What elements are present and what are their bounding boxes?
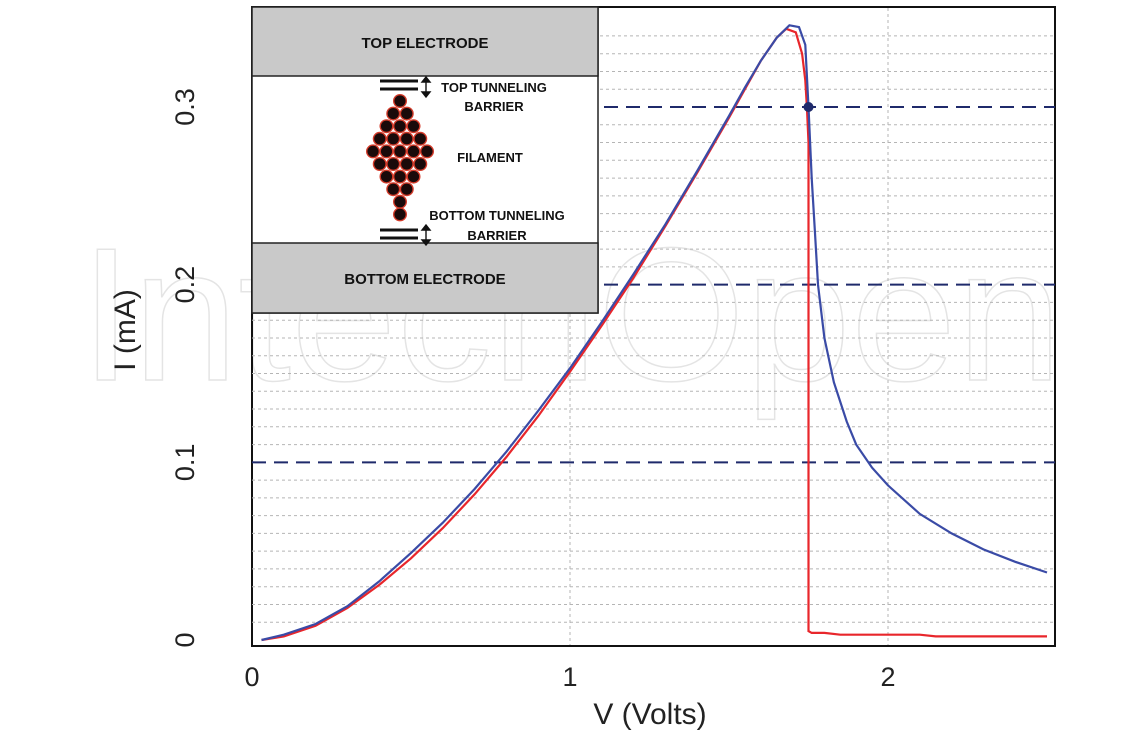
x-tick-labels: 0 1 2 xyxy=(244,662,895,692)
filament-icon xyxy=(366,93,435,222)
filament-particle xyxy=(413,131,428,146)
top-electrode-label: TOP ELECTRODE xyxy=(362,35,489,52)
y-tick-label: 0.2 xyxy=(170,266,200,304)
series-layer xyxy=(261,24,1048,642)
x-axis-label: V (Volts) xyxy=(593,698,706,731)
y-axis-label: I (mA) xyxy=(109,289,142,371)
filament-particle xyxy=(399,106,414,121)
bottom-barrier-label-line2: BARRIER xyxy=(467,228,527,243)
x-tick-label: 1 xyxy=(562,662,577,692)
switching-point-marker xyxy=(803,102,814,112)
filament-particle xyxy=(372,131,387,146)
filament-particle xyxy=(406,169,421,184)
top-barrier-lines xyxy=(380,79,418,91)
filament-particle xyxy=(393,169,408,184)
filament-particle xyxy=(393,93,408,108)
plot-frame xyxy=(251,6,1056,647)
y-tick-label: 0.1 xyxy=(170,444,200,482)
series-line-2 xyxy=(261,24,1048,642)
filament-particle xyxy=(393,119,408,134)
bottom-barrier-lines xyxy=(380,228,418,240)
filament-particle xyxy=(406,119,421,134)
filament-particle xyxy=(413,156,428,171)
filament-particle xyxy=(386,156,401,171)
filament-particle xyxy=(379,169,394,184)
bottom-barrier-label-line1: BOTTOM TUNNELING xyxy=(429,208,565,223)
x-tick-label: 0 xyxy=(244,662,259,692)
y-tick-label: 0.3 xyxy=(170,88,200,126)
filament-particle xyxy=(393,207,408,222)
filament-particle xyxy=(379,119,394,134)
filament-particle xyxy=(386,131,401,146)
bottom-electrode-block xyxy=(251,242,599,314)
filament-particle xyxy=(379,144,394,159)
filament-particle xyxy=(393,144,408,159)
top-barrier-label-line1: TOP TUNNELING xyxy=(441,80,547,95)
barrier-arrow-icon xyxy=(420,75,432,247)
filament-particle xyxy=(366,144,381,159)
filament-particle xyxy=(420,144,435,159)
filament-particle xyxy=(399,156,414,171)
filament-particle xyxy=(399,182,414,197)
x-tick-label: 2 xyxy=(880,662,895,692)
filament-particle xyxy=(399,131,414,146)
filament-particle xyxy=(386,182,401,197)
y-tick-label: 0 xyxy=(170,632,200,647)
top-barrier-label-line2: BARRIER xyxy=(464,99,524,114)
filament-particle xyxy=(406,144,421,159)
filament-particle xyxy=(372,156,387,171)
y-tick-labels: 0 0.1 0.2 0.3 xyxy=(170,88,200,647)
filament-particle xyxy=(386,106,401,121)
top-electrode-block xyxy=(251,6,599,77)
bottom-electrode-label: BOTTOM ELECTRODE xyxy=(344,271,505,288)
filament-particle xyxy=(393,194,408,209)
filament-label: FILAMENT xyxy=(457,150,523,165)
device-schematic-inset: TOP ELECTRODE BOTTOM ELECTRODE TOP TUNNE… xyxy=(251,6,599,314)
